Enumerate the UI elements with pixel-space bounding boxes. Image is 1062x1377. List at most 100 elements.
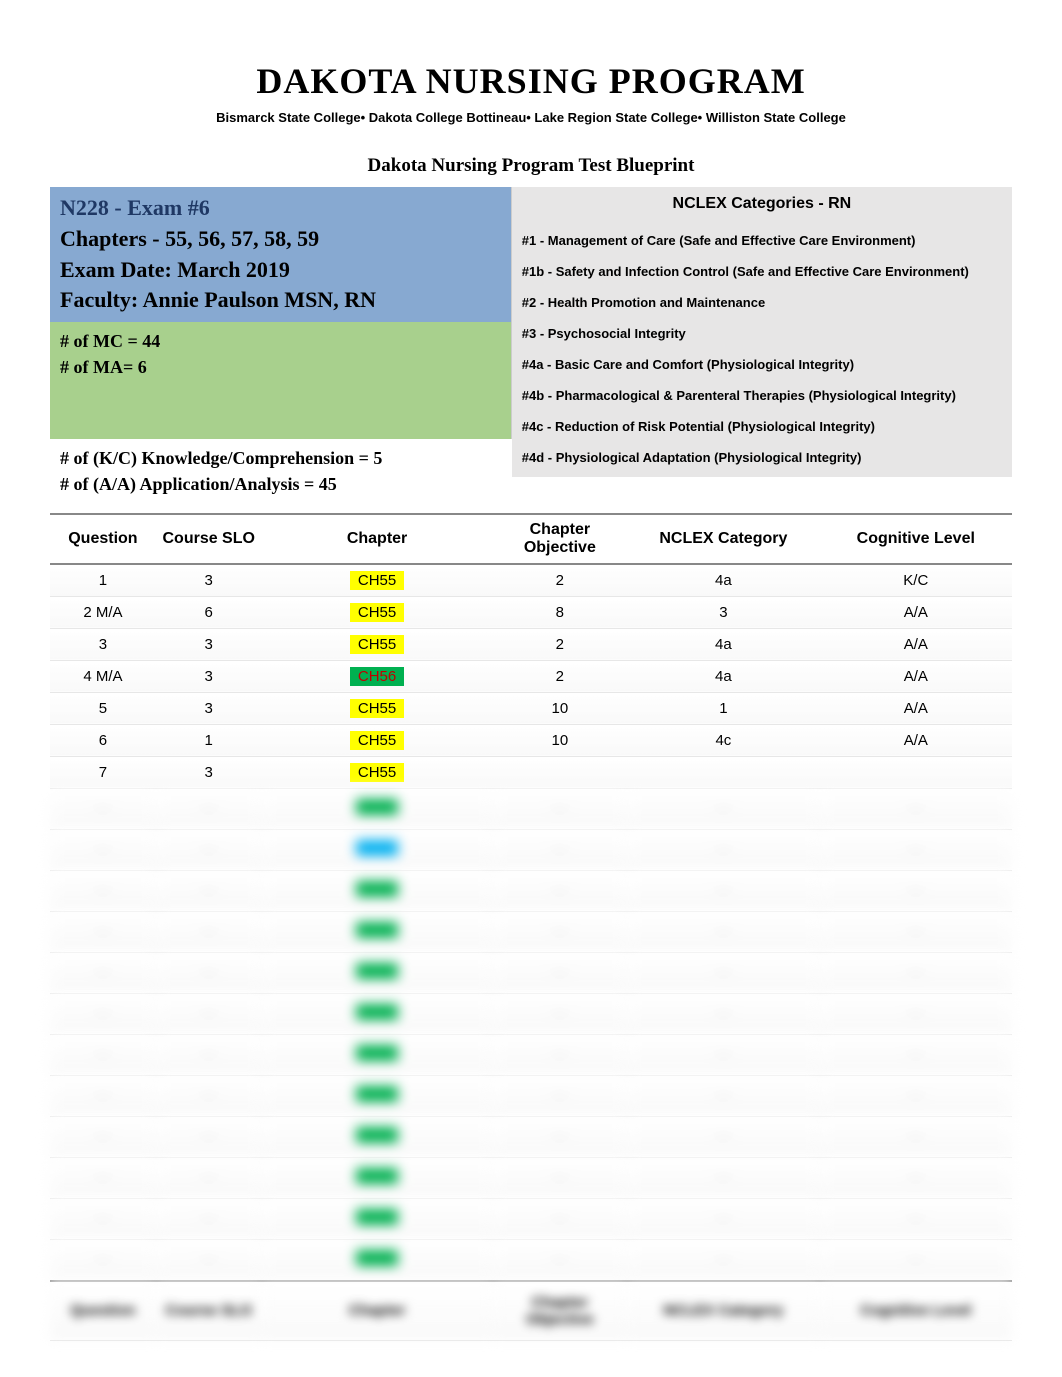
cell-nclex: 1: [627, 692, 819, 724]
cell-blur: —: [627, 788, 819, 829]
blueprint-table-wrap: Question Course SLO Chapter Chapter Obje…: [50, 513, 1012, 1341]
cell-question: 6: [50, 724, 156, 756]
cell-question: 4 M/A: [50, 660, 156, 692]
cell-objective: 8: [493, 596, 628, 628]
table-row: 73CH55: [50, 756, 1012, 788]
cell-blur: —: [156, 1116, 262, 1157]
cell-blur: —: [820, 1075, 1012, 1116]
table-row: 2 M/A6CH5583A/A: [50, 596, 1012, 628]
mc-count: # of MC = 44: [60, 328, 501, 354]
cell-blur: —: [156, 993, 262, 1034]
cell-nclex: 3: [627, 596, 819, 628]
table-row-blurred: —————: [50, 1198, 1012, 1239]
page-header: DAKOTA NURSING PROGRAM Bismarck State Co…: [50, 60, 1012, 177]
cell-chapter: CH55: [262, 692, 493, 724]
exam-code: N228 - Exam #6: [60, 193, 501, 224]
nclex-category-item: #3 - Psychosocial Integrity: [522, 318, 1002, 349]
cell-blur: —: [627, 829, 819, 870]
cell-slo: 3: [156, 660, 262, 692]
nclex-category-item: #4b - Pharmacological & Parenteral Thera…: [522, 380, 1002, 411]
nclex-category-item: #4d - Physiological Adaptation (Physiolo…: [522, 442, 1002, 473]
cell-blur: —: [493, 1198, 628, 1239]
cell-blur: —: [50, 1116, 156, 1157]
cell-slo: 3: [156, 692, 262, 724]
cell-blur: —: [50, 911, 156, 952]
table-row-blurred: —————: [50, 1157, 1012, 1198]
nclex-category-item: #4c - Reduction of Risk Potential (Physi…: [522, 411, 1002, 442]
cell-blur: —: [627, 952, 819, 993]
cell-cognitive: A/A: [820, 660, 1012, 692]
cell-blur: —: [493, 788, 628, 829]
table-footer-blurred: QuestionCourse SLOChapterChapter Objecti…: [50, 1281, 1012, 1341]
cell-slo: 3: [156, 564, 262, 597]
table-row-blurred: —————: [50, 952, 1012, 993]
cell-blur: —: [156, 788, 262, 829]
aa-count: # of (A/A) Application/Analysis = 45: [60, 471, 502, 497]
nclex-category-item: #1 - Management of Care (Safe and Effect…: [522, 225, 1002, 256]
table-row: 53CH55101A/A: [50, 692, 1012, 724]
cell-blur: [262, 1198, 493, 1239]
cell-question: 2 M/A: [50, 596, 156, 628]
cell-blur: —: [493, 1239, 628, 1281]
cell-blur: —: [156, 1198, 262, 1239]
cell-objective: 10: [493, 692, 628, 724]
right-column: NCLEX Categories - RN #1 - Management of…: [512, 187, 1012, 503]
table-header-row: Question Course SLO Chapter Chapter Obje…: [50, 514, 1012, 564]
cell-blur: —: [50, 1034, 156, 1075]
cell-blur: Chapter: [262, 1281, 493, 1341]
nclex-category-item: #2 - Health Promotion and Maintenance: [522, 287, 1002, 318]
cell-blur: —: [627, 1198, 819, 1239]
cell-cognitive: K/C: [820, 564, 1012, 597]
cell-cognitive: A/A: [820, 596, 1012, 628]
cell-chapter: CH56: [262, 660, 493, 692]
table-row-blurred: —————: [50, 1075, 1012, 1116]
cell-objective: 2: [493, 628, 628, 660]
cell-blur: [262, 1157, 493, 1198]
cell-slo: 3: [156, 756, 262, 788]
cell-cognitive: [820, 756, 1012, 788]
nclex-category-item: #1b - Safety and Infection Control (Safe…: [522, 256, 1002, 287]
cell-blur: —: [156, 1239, 262, 1281]
table-row-blurred: —————: [50, 829, 1012, 870]
cell-blur: —: [820, 911, 1012, 952]
cell-slo: 6: [156, 596, 262, 628]
cell-blur: —: [156, 1075, 262, 1116]
cell-chapter: CH55: [262, 756, 493, 788]
table-row: 13CH5524aK/C: [50, 564, 1012, 597]
page-title: DAKOTA NURSING PROGRAM: [50, 60, 1012, 102]
cell-objective: 2: [493, 564, 628, 597]
cell-blur: —: [50, 829, 156, 870]
nclex-header: NCLEX Categories - RN: [512, 187, 1012, 221]
cell-blur: —: [493, 993, 628, 1034]
cell-chapter: CH55: [262, 724, 493, 756]
cell-blur: —: [627, 1157, 819, 1198]
cell-blur: —: [493, 1034, 628, 1075]
cell-nclex: 4a: [627, 628, 819, 660]
cell-blur: Question: [50, 1281, 156, 1341]
exam-faculty: Faculty: Annie Paulson MSN, RN: [60, 285, 501, 316]
cell-objective: 10: [493, 724, 628, 756]
table-row-blurred: —————: [50, 1116, 1012, 1157]
cell-blur: —: [820, 1157, 1012, 1198]
cell-blur: —: [156, 952, 262, 993]
cell-cognitive: A/A: [820, 692, 1012, 724]
cell-blur: NCLEX Category: [627, 1281, 819, 1341]
cell-blur: —: [627, 1075, 819, 1116]
table-row-blurred: —————: [50, 788, 1012, 829]
table-row-blurred: —————: [50, 911, 1012, 952]
cell-blur: —: [820, 993, 1012, 1034]
cell-blur: —: [50, 870, 156, 911]
table-body: 13CH5524aK/C2 M/A6CH5583A/A33CH5524aA/A4…: [50, 564, 1012, 1341]
cell-blur: —: [493, 1075, 628, 1116]
cell-blur: —: [627, 1116, 819, 1157]
cell-blur: —: [627, 1239, 819, 1281]
col-slo: Course SLO: [156, 514, 262, 564]
cell-blur: [262, 829, 493, 870]
col-chapter: Chapter: [262, 514, 493, 564]
col-cognitive: Cognitive Level: [820, 514, 1012, 564]
cell-blur: Course SLO: [156, 1281, 262, 1341]
cell-blur: —: [493, 952, 628, 993]
cell-cognitive: A/A: [820, 628, 1012, 660]
cell-nclex: [627, 756, 819, 788]
cell-blur: —: [627, 1034, 819, 1075]
